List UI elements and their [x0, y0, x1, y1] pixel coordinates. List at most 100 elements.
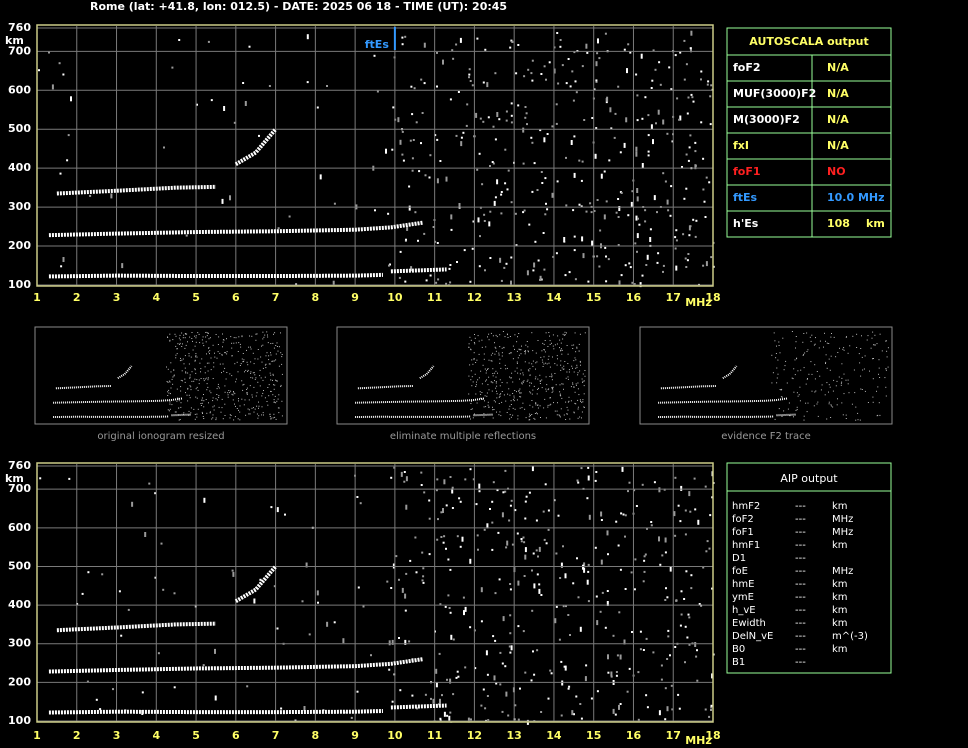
- noise-dot: [565, 156, 567, 159]
- noise-dot: [795, 347, 796, 349]
- noise-dot: [595, 79, 598, 82]
- noise-dot: [391, 148, 394, 151]
- noise-dot: [793, 391, 795, 393]
- noise-dot: [224, 415, 226, 416]
- noise-dot: [694, 235, 697, 238]
- aip-value: ---: [795, 579, 806, 590]
- noise-dot: [481, 183, 484, 186]
- noise-dot: [179, 419, 181, 420]
- echo-trace: [171, 413, 191, 417]
- noise-dot: [174, 411, 176, 413]
- noise-dot: [494, 380, 495, 382]
- noise-dot: [212, 397, 214, 399]
- noise-dot: [233, 419, 235, 421]
- noise-dot: [537, 407, 539, 409]
- noise-dot: [496, 397, 498, 399]
- noise-dot: [642, 649, 645, 651]
- noise-dot: [221, 398, 223, 400]
- noise-dot: [275, 402, 277, 404]
- noise-dot: [469, 468, 472, 471]
- noise-dot: [448, 267, 451, 270]
- noise-dot: [480, 587, 483, 593]
- noise-dot: [67, 134, 70, 137]
- noise-dot: [95, 698, 98, 701]
- noise-dot: [623, 142, 626, 148]
- noise-dot: [418, 170, 421, 173]
- noise-dot: [798, 394, 800, 396]
- noise-dot: [200, 368, 202, 370]
- noise-dot: [403, 471, 406, 473]
- header-title: Rome (lat: +41.8, lon: 012.5) - DATE: 20…: [90, 0, 507, 13]
- noise-dot: [180, 379, 182, 381]
- noise-dot: [262, 379, 264, 381]
- noise-dot: [499, 411, 501, 413]
- noise-dot: [189, 376, 191, 378]
- noise-dot: [562, 383, 564, 385]
- noise-dot: [226, 338, 227, 340]
- noise-dot: [563, 414, 565, 416]
- noise-dot: [518, 389, 520, 391]
- noise-dot: [273, 401, 275, 403]
- noise-dot: [706, 83, 709, 86]
- noise-dot: [861, 335, 862, 337]
- noise-dot: [612, 708, 615, 714]
- noise-dot: [622, 513, 625, 516]
- noise-dot: [528, 491, 531, 494]
- noise-dot: [391, 700, 394, 703]
- noise-dot: [517, 580, 520, 586]
- noise-dot: [168, 392, 170, 394]
- noise-dot: [529, 391, 531, 393]
- noise-dot: [564, 274, 567, 277]
- noise-dot: [833, 336, 835, 338]
- noise-dot: [186, 394, 188, 396]
- noise-dot: [195, 335, 197, 337]
- noise-dot: [825, 363, 826, 364]
- noise-dot: [476, 168, 479, 171]
- noise-dot: [860, 388, 862, 390]
- noise-dot: [492, 635, 495, 638]
- noise-dot: [690, 574, 693, 577]
- noise-dot: [559, 416, 561, 418]
- noise-dot: [388, 668, 391, 671]
- noise-dot: [230, 415, 232, 416]
- noise-dot: [241, 358, 243, 360]
- noise-dot: [577, 374, 579, 376]
- noise-dot: [554, 410, 556, 412]
- noise-dot: [572, 209, 575, 212]
- noise-dot: [451, 488, 454, 494]
- noise-dot: [280, 352, 282, 354]
- noise-dot: [647, 154, 650, 157]
- noise-dot: [577, 372, 579, 374]
- noise-dot: [234, 393, 236, 395]
- noise-dot: [244, 399, 246, 401]
- noise-dot: [779, 389, 781, 390]
- noise-dot: [271, 360, 273, 362]
- noise-dot: [474, 337, 476, 339]
- param-value: 108: [827, 217, 850, 230]
- noise-dot: [215, 419, 217, 421]
- noise-dot: [198, 333, 200, 335]
- noise-dot: [646, 527, 648, 530]
- noise-dot: [168, 389, 170, 391]
- noise-dot: [263, 336, 265, 338]
- noise-dot: [532, 365, 534, 367]
- noise-dot: [771, 382, 773, 384]
- noise-dot: [520, 540, 523, 543]
- noise-dot: [517, 44, 520, 46]
- noise-dot: [664, 551, 667, 554]
- noise-dot: [460, 136, 463, 139]
- noise-dot: [550, 672, 553, 675]
- noise-dot: [571, 344, 573, 346]
- noise-dot: [481, 339, 483, 341]
- noise-dot: [234, 403, 235, 405]
- noise-dot: [517, 718, 520, 721]
- noise-dot: [574, 391, 576, 393]
- noise-dot: [270, 390, 272, 392]
- noise-dot: [316, 106, 319, 109]
- noise-dot: [831, 333, 832, 334]
- noise-dot: [265, 363, 267, 365]
- noise-dot: [504, 490, 507, 493]
- noise-dot: [492, 406, 493, 408]
- noise-dot: [257, 358, 259, 360]
- noise-dot: [670, 185, 673, 188]
